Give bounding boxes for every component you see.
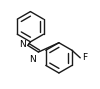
Text: N: N xyxy=(29,55,36,64)
Text: N: N xyxy=(19,40,26,49)
Text: F: F xyxy=(82,53,87,62)
